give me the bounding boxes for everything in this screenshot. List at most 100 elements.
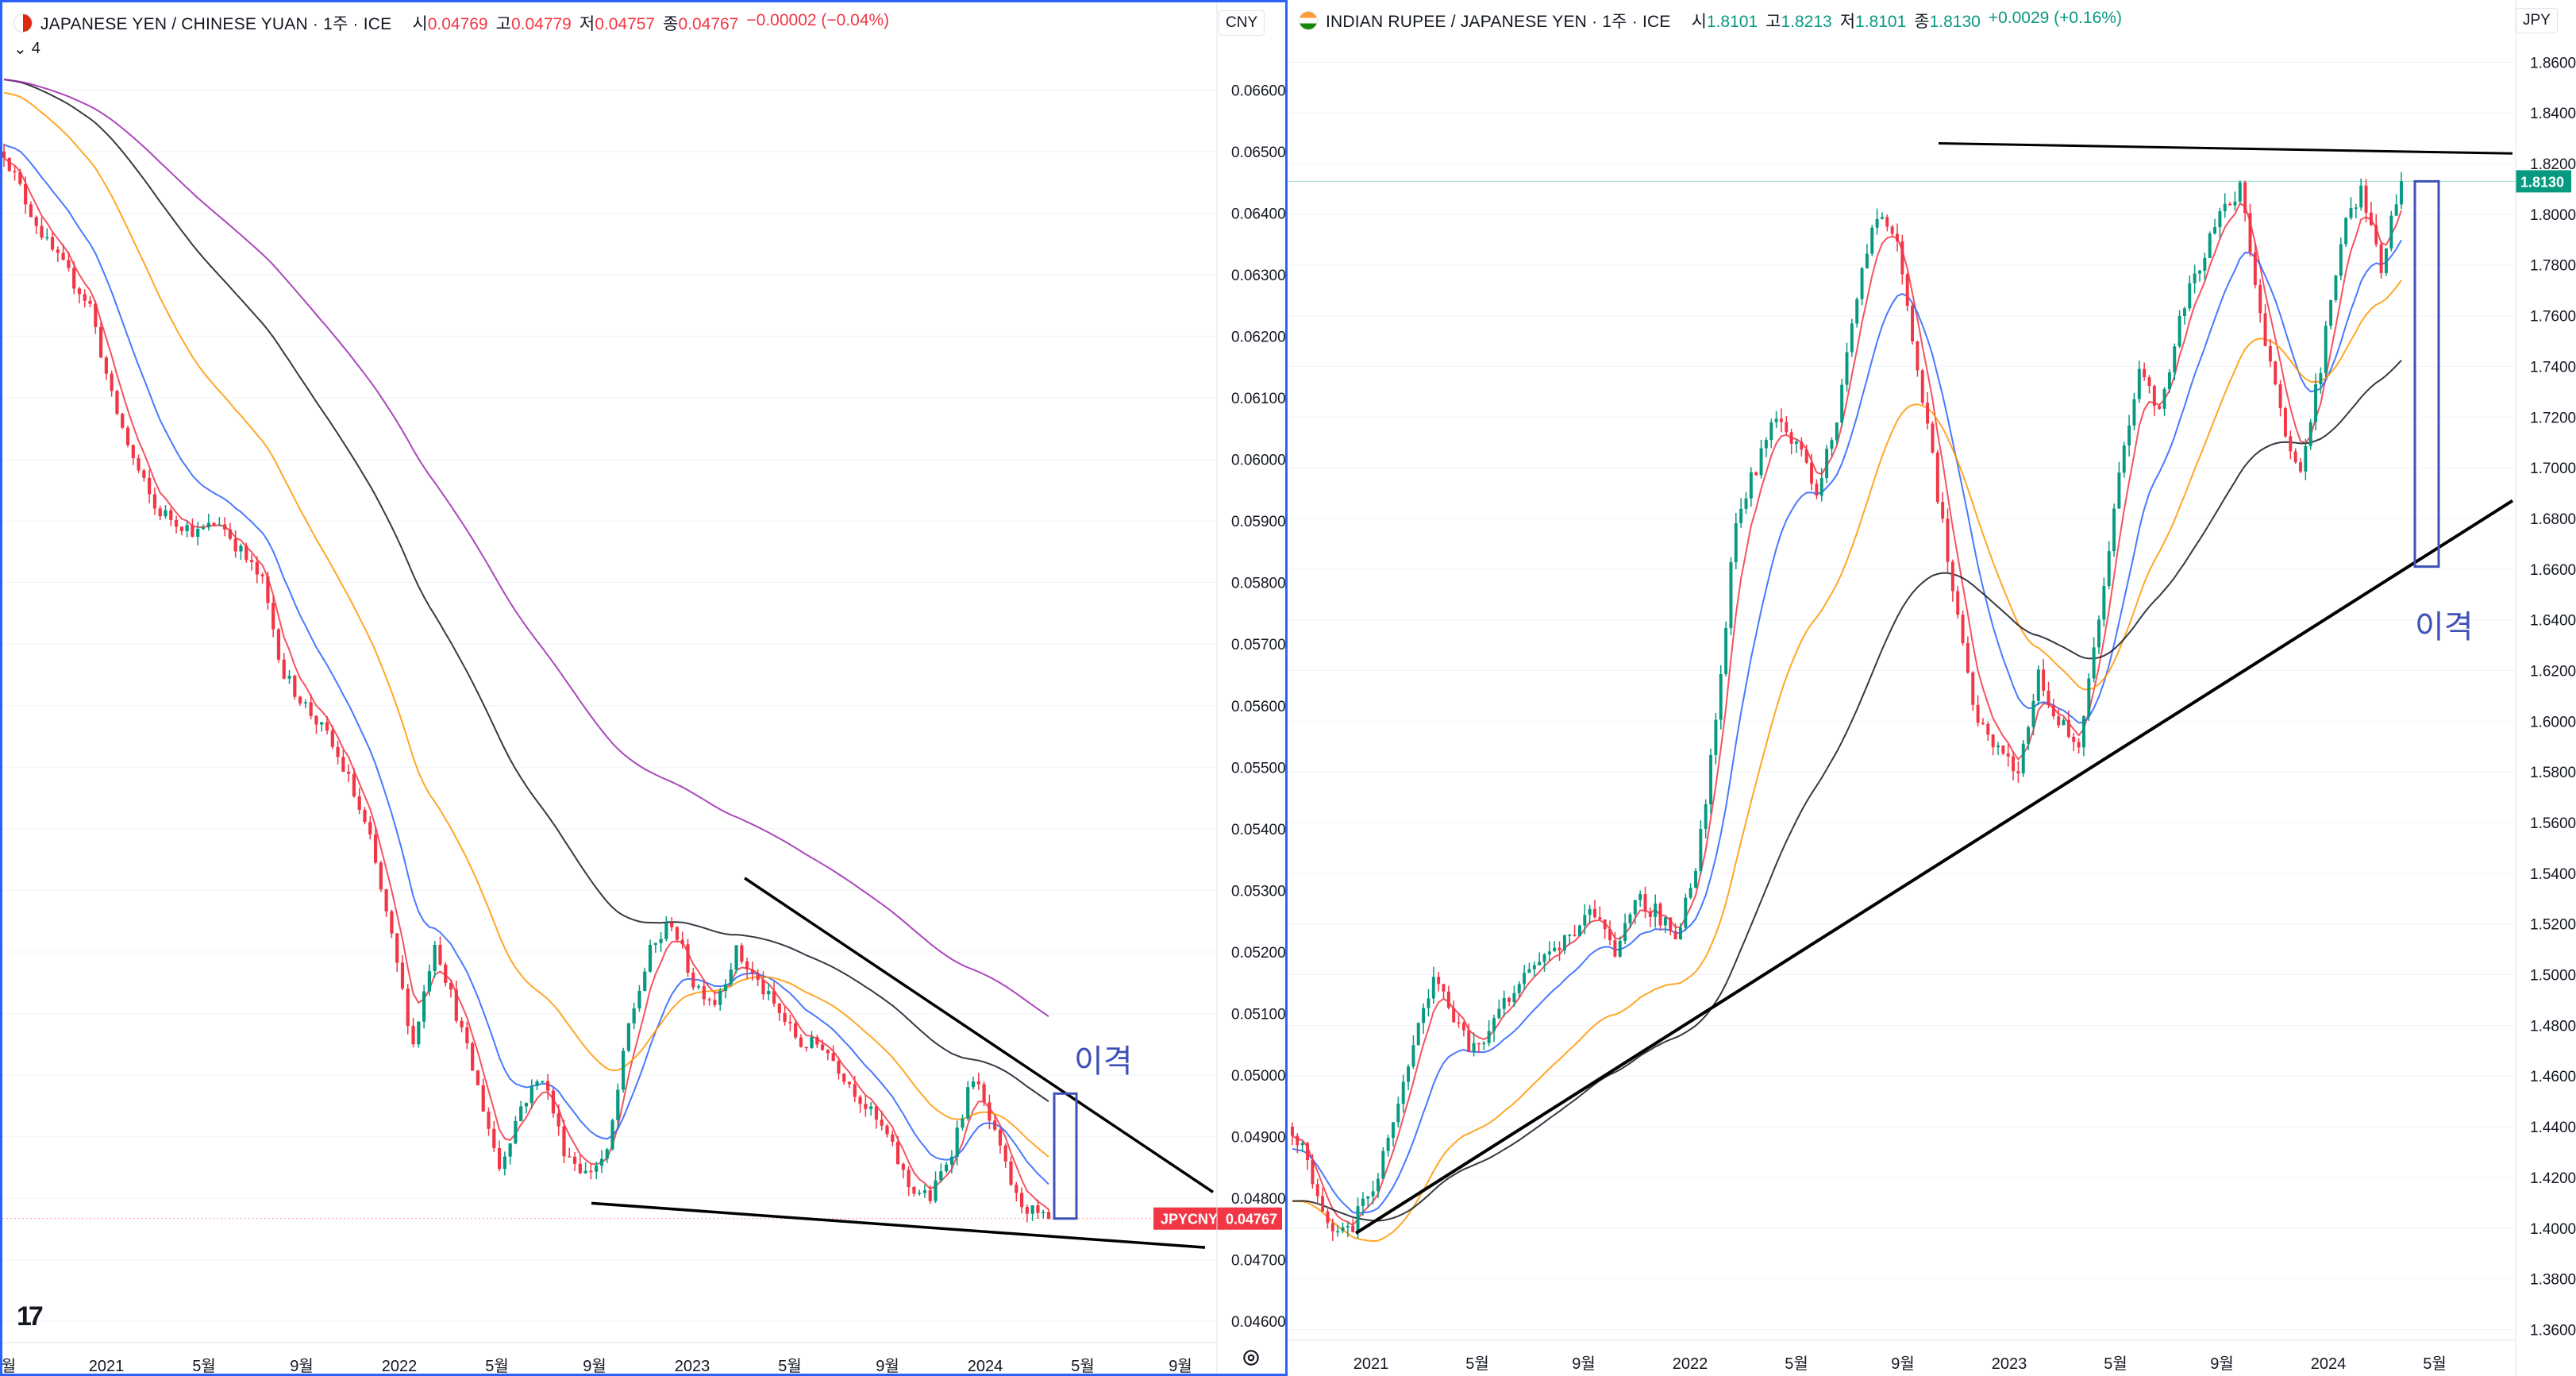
candle-body — [1482, 1043, 1486, 1045]
candle-body — [934, 1180, 938, 1201]
candle-body — [271, 603, 275, 630]
candle-body — [2077, 742, 2081, 748]
candle-body — [1724, 627, 1728, 674]
right-chart-canvas[interactable]: 이격 1.8130 1.8600 1.8400 1.8200 1.8000 1.7800 1… — [1288, 0, 2576, 1376]
candle-body — [595, 1166, 599, 1172]
right-currency-button[interactable]: JPY — [2516, 8, 2558, 33]
moving-average-line — [3, 91, 1049, 1158]
candle-body — [1437, 977, 1441, 985]
candle-body — [1719, 673, 1723, 720]
inr-jpy-flag-icon — [1299, 11, 1318, 30]
candle-body — [2127, 425, 2131, 446]
candle-body — [1774, 418, 1778, 422]
candle-body — [524, 1103, 529, 1107]
time-tick-label: 5월 — [778, 1357, 802, 1374]
time-tick-label: 5월 — [1465, 1355, 1489, 1373]
candle-body — [233, 538, 237, 552]
candle-body — [2263, 313, 2267, 346]
candle-body — [1588, 908, 1592, 915]
price-tick-label: 0.05600 — [1231, 699, 1285, 715]
candle-body — [713, 1000, 717, 1005]
candle-body — [481, 1085, 485, 1112]
candle-body — [72, 268, 76, 289]
time-tick-label: 9월 — [1169, 1357, 1192, 1374]
price-tick-label: 0.06300 — [1231, 268, 1285, 284]
candle-body — [1911, 306, 1915, 341]
indicator-toggle[interactable]: ⌄ 4 — [13, 40, 40, 58]
candle-body — [2027, 727, 2031, 744]
candle-body — [1296, 1135, 1300, 1146]
candle-body — [1371, 1191, 1375, 1197]
candle-body — [1573, 935, 1577, 936]
candle-body — [912, 1187, 916, 1194]
candle-body — [1623, 923, 1627, 942]
candle-body — [1558, 947, 1561, 950]
candle-body — [2147, 377, 2151, 386]
candle-body — [1916, 341, 1919, 371]
candle-body — [110, 373, 114, 391]
candle-body — [492, 1128, 496, 1149]
candle-body — [1739, 508, 1743, 523]
candle-body — [874, 1106, 879, 1120]
candle-body — [1461, 1023, 1465, 1031]
candle-body — [2394, 204, 2398, 216]
right-chart-pane[interactable]: INDIAN RUPEE / JAPANESE YEN · 1주 · ICE 시… — [1288, 0, 2576, 1376]
candle-body — [1633, 900, 1637, 915]
time-tick-label: 월 — [2, 1357, 16, 1374]
candle-body — [799, 1037, 803, 1047]
candle-body — [1416, 1023, 1420, 1046]
left-chart-pane[interactable]: JAPANESE YEN / CHINESE YUAN · 1주 · ICE 시… — [0, 0, 1288, 1376]
price-tick-label: 1.5600 — [2530, 815, 2576, 832]
candle-body — [2218, 210, 2222, 228]
price-tick-label: 1.6400 — [2530, 613, 2576, 630]
candle-body — [2268, 345, 2272, 362]
candle-body — [707, 999, 711, 1000]
candle-body — [2203, 257, 2207, 271]
settings-gear-icon[interactable] — [1241, 1347, 1261, 1368]
candle-body — [7, 157, 11, 172]
candle-body — [1996, 746, 2000, 748]
candle-body — [955, 1127, 959, 1157]
candle-body — [121, 414, 125, 428]
candle-body — [2344, 218, 2348, 245]
candle-body — [2308, 422, 2312, 446]
candle-body — [648, 945, 653, 972]
candle-body — [945, 1164, 949, 1172]
price-tick-label: 1.8600 — [2530, 55, 2576, 71]
tradingview-logo-icon[interactable]: 17 — [17, 1301, 44, 1332]
left-currency-button[interactable]: CNY — [1219, 10, 1265, 36]
gap-rectangle — [2413, 179, 2440, 569]
candle-body — [169, 510, 173, 520]
candle-body — [2379, 244, 2383, 273]
last-price-tag — [1153, 1207, 1282, 1230]
candle-body — [471, 1043, 475, 1071]
time-tick-label: 9월 — [1572, 1355, 1596, 1373]
left-chart-canvas[interactable]: 이격 JPYCNY 0.04767 0.06600 0.06500 0.06400 0.0… — [2, 2, 1285, 1374]
candle-body — [50, 237, 55, 250]
candle-body — [2001, 746, 2005, 754]
moving-average-line — [1292, 239, 2402, 1214]
candle-body — [1880, 217, 1884, 219]
candle-body — [837, 1061, 841, 1074]
candle-body — [2319, 372, 2323, 385]
candle-body — [363, 809, 367, 823]
candle-body — [2158, 406, 2162, 409]
candle-body — [2188, 283, 2192, 309]
candle-body — [2137, 368, 2141, 399]
candle-body — [740, 945, 744, 962]
candle-body — [395, 933, 399, 963]
candle-body — [928, 1190, 932, 1201]
candle-body — [444, 964, 448, 983]
candle-body — [2097, 619, 2100, 648]
price-tick-label: 0.05200 — [1231, 945, 1285, 962]
candle-body — [1785, 422, 1789, 433]
price-tick-label: 1.8400 — [2530, 106, 2576, 122]
candle-body — [2021, 743, 2025, 774]
candle-body — [2031, 700, 2035, 727]
candle-body — [1956, 591, 1960, 615]
rising-support-trendline — [1354, 499, 2514, 1235]
candle-body — [206, 522, 210, 528]
candle-body — [691, 973, 695, 988]
candle-body — [2228, 203, 2232, 206]
price-tick-label: 1.8200 — [2530, 156, 2576, 173]
